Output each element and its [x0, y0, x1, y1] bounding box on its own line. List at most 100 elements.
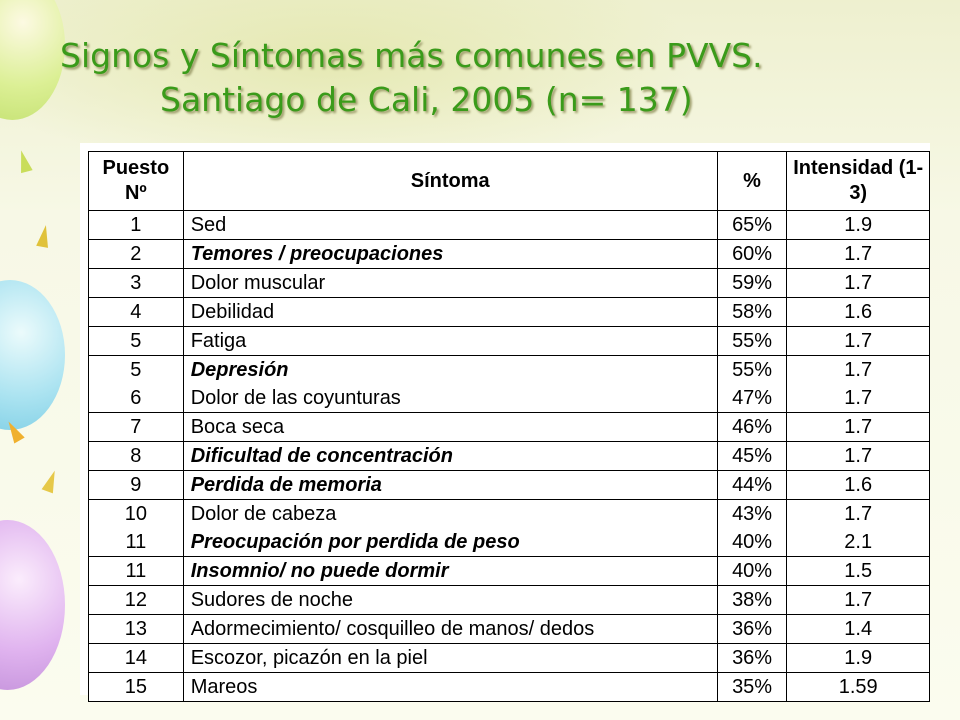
table-row: 9 Perdida de memoria 44% 1.6: [88, 470, 930, 500]
table-row: 10 Dolor de cabeza 43% 1.7: [88, 499, 930, 528]
intensity-cell: 1.59: [786, 672, 930, 702]
percent-cell: 38%: [716, 585, 788, 615]
intensity-cell: 1.7: [786, 412, 930, 442]
symptoms-table: Puesto Nº Síntoma % Intensidad (1-3) 1 Se…: [88, 151, 930, 702]
intensity-cell: 1.6: [786, 470, 930, 500]
symptom-cell: Temores / preocupaciones: [182, 239, 718, 269]
confetti-decoration: [36, 224, 52, 248]
intensity-cell: 1.6: [786, 297, 930, 327]
symptom-cell: Dolor de cabeza: [182, 499, 718, 528]
table-row: 12 Sudores de noche 38% 1.7: [88, 585, 930, 615]
rank-cell: 12: [88, 585, 184, 615]
rank-cell: 10: [88, 499, 184, 528]
rank-cell: 14: [88, 643, 184, 673]
balloon-decoration: [0, 280, 65, 430]
table-row: 15 Mareos 35% 1.59: [88, 672, 930, 702]
intensity-cell: 1.7: [786, 326, 930, 356]
confetti-decoration: [15, 148, 33, 174]
rank-cell: 5: [88, 355, 184, 384]
percent-cell: 40%: [716, 528, 788, 557]
percent-cell: 55%: [716, 355, 788, 384]
rank-cell: 7: [88, 412, 184, 442]
symptom-cell: Escozor, picazón en la piel: [182, 643, 718, 673]
table-row: 11 Preocupación por perdida de peso 40% 2.1: [88, 528, 930, 557]
title-line-2: Santiago de Cali, 2005 (n= 137): [160, 80, 693, 119]
rank-cell: 6: [88, 384, 184, 413]
rank-cell: 15: [88, 672, 184, 702]
table-container: Puesto Nº Síntoma % Intensidad (1-3) 1 Se…: [80, 143, 930, 702]
rank-cell: 3: [88, 268, 184, 298]
symptom-cell: Adormecimiento/ cosquilleo de manos/ ded…: [182, 614, 718, 644]
intensity-cell: 1.9: [786, 210, 930, 240]
symptom-cell: Preocupación por perdida de peso: [182, 528, 718, 557]
rank-cell: 1: [88, 210, 184, 240]
rank-cell: 4: [88, 297, 184, 327]
table-row: 7 Boca seca 46% 1.7: [88, 412, 930, 442]
symptom-cell: Sudores de noche: [182, 585, 718, 615]
symptom-cell: Depresión: [182, 355, 718, 384]
symptom-cell: Dificultad de concentración: [182, 441, 718, 471]
intensity-cell: 1.7: [786, 499, 930, 528]
symptom-cell: Perdida de memoria: [182, 470, 718, 500]
symptom-cell: Fatiga: [182, 326, 718, 356]
table-row: 6 Dolor de las coyunturas 47% 1.7: [88, 384, 930, 413]
table-row: 1 Sed 65% 1.9: [88, 210, 930, 240]
table-row: 5 Fatiga 55% 1.7: [88, 326, 930, 356]
intensity-cell: 1.7: [786, 239, 930, 269]
balloon-decoration: [0, 520, 65, 690]
title-line-1: Signos y Síntomas más comunes en PVVS.: [60, 36, 763, 75]
symptom-cell: Sed: [182, 210, 718, 240]
rank-cell: 11: [88, 528, 184, 557]
percent-cell: 44%: [716, 470, 788, 500]
intensity-cell: 1.7: [786, 384, 930, 413]
symptom-cell: Insomnio/ no puede dormir: [182, 556, 718, 586]
table-row: 4 Debilidad 58% 1.6: [88, 297, 930, 327]
header-rank: Puesto Nº: [88, 151, 184, 211]
percent-cell: 59%: [716, 268, 788, 298]
symptom-cell: Mareos: [182, 672, 718, 702]
percent-cell: 35%: [716, 672, 788, 702]
percent-cell: 58%: [716, 297, 788, 327]
balloon-decoration: [0, 0, 65, 120]
table-row: 11 Insomnio/ no puede dormir 40% 1.5: [88, 556, 930, 586]
percent-cell: 45%: [716, 441, 788, 471]
percent-cell: 40%: [716, 556, 788, 586]
confetti-decoration: [41, 468, 61, 494]
table-row: 3 Dolor muscular 59% 1.7: [88, 268, 930, 298]
percent-cell: 36%: [716, 614, 788, 644]
percent-cell: 46%: [716, 412, 788, 442]
percent-cell: 65%: [716, 210, 788, 240]
header-percent: %: [716, 151, 788, 211]
percent-cell: 47%: [716, 384, 788, 413]
symptom-cell: Dolor de las coyunturas: [182, 384, 718, 413]
percent-cell: 36%: [716, 643, 788, 673]
intensity-cell: 1.7: [786, 355, 930, 384]
slide-title: Signos y Síntomas más comunes en PVVS. S…: [60, 34, 820, 122]
symptom-cell: Dolor muscular: [182, 268, 718, 298]
intensity-cell: 2.1: [786, 528, 930, 557]
table-row: 14 Escozor, picazón en la piel 36% 1.9: [88, 643, 930, 673]
percent-cell: 55%: [716, 326, 788, 356]
intensity-cell: 1.7: [786, 585, 930, 615]
symptom-cell: Debilidad: [182, 297, 718, 327]
table-row: 5 Depresión 55% 1.7: [88, 355, 930, 384]
rank-cell: 11: [88, 556, 184, 586]
table-body: 1 Sed 65% 1.9 2 Temores / preocupaciones 60% 1.…: [88, 210, 930, 702]
header-intensity: Intensidad (1-3): [786, 151, 930, 211]
intensity-cell: 1.4: [786, 614, 930, 644]
rank-cell: 13: [88, 614, 184, 644]
rank-cell: 2: [88, 239, 184, 269]
symptom-cell: Boca seca: [182, 412, 718, 442]
intensity-cell: 1.7: [786, 268, 930, 298]
rank-cell: 9: [88, 470, 184, 500]
rank-cell: 5: [88, 326, 184, 356]
percent-cell: 60%: [716, 239, 788, 269]
intensity-cell: 1.7: [786, 441, 930, 471]
header-symptom: Síntoma: [182, 151, 718, 211]
table-header-row: Puesto Nº Síntoma % Intensidad (1-3): [88, 151, 930, 211]
table-row: 13 Adormecimiento/ cosquilleo de manos/ d…: [88, 614, 930, 644]
table-row: 2 Temores / preocupaciones 60% 1.7: [88, 239, 930, 269]
intensity-cell: 1.5: [786, 556, 930, 586]
table-row: 8 Dificultad de concentración 45% 1.7: [88, 441, 930, 471]
rank-cell: 8: [88, 441, 184, 471]
